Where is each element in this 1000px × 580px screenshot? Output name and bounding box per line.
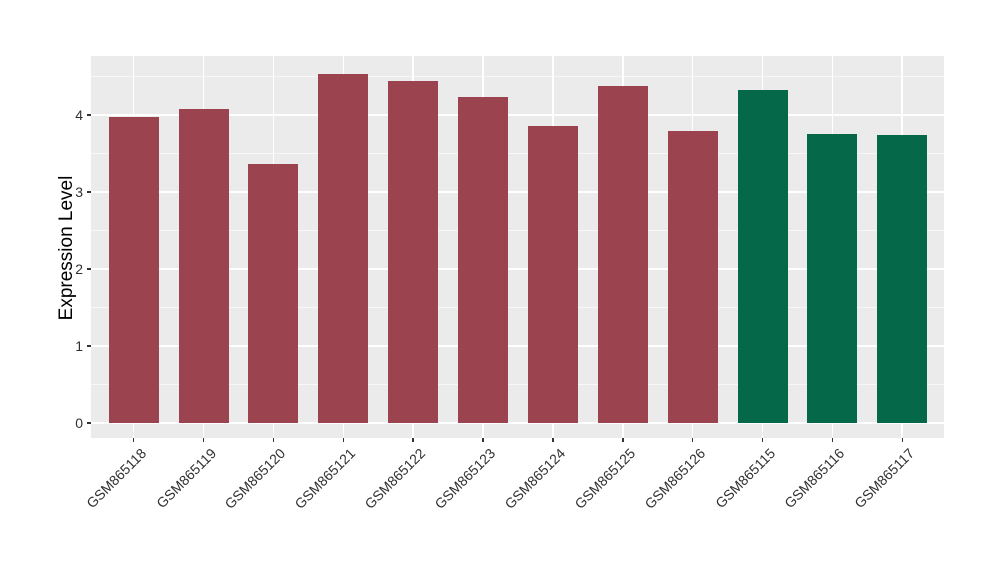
y-tick-label: 4: [75, 107, 83, 124]
x-tick-mark: [132, 438, 135, 442]
bar-GSM865116: [807, 133, 858, 423]
x-tick-label-GSM865124: GSM865124: [501, 445, 569, 512]
x-tick-label-GSM865115: GSM865115: [711, 445, 778, 512]
bar-GSM865122: [388, 80, 439, 423]
x-tick-mark: [761, 438, 764, 442]
x-tick-mark: [272, 438, 275, 442]
x-tick-mark: [202, 438, 205, 442]
y-tick-mark: [87, 114, 91, 116]
gridline-major-y: [91, 114, 944, 117]
gridline-minor-y: [91, 384, 944, 386]
y-tick-mark: [87, 422, 91, 424]
x-tick-mark: [901, 438, 904, 442]
gridline-major-y: [91, 345, 944, 347]
x-tick-label-GSM865116: GSM865116: [781, 445, 848, 512]
gridline-minor-y: [91, 153, 944, 155]
y-tick-mark: [87, 191, 91, 193]
bar-GSM865125: [597, 86, 648, 423]
gridline-minor-y: [91, 76, 944, 78]
gridline-major-y: [91, 422, 944, 424]
bar-GSM865117: [877, 135, 928, 423]
bar-GSM865124: [527, 126, 578, 423]
bar-GSM865123: [458, 96, 509, 423]
y-tick-label: 3: [75, 184, 83, 201]
x-tick-label-GSM865120: GSM865120: [221, 445, 289, 512]
x-tick-label-GSM865118: GSM865118: [82, 445, 150, 512]
x-tick-mark: [342, 438, 345, 442]
bar-GSM865118: [108, 116, 159, 423]
x-tick-label-GSM865119: GSM865119: [152, 445, 219, 512]
x-tick-label-GSM865126: GSM865126: [641, 445, 708, 512]
x-tick-label-GSM865122: GSM865122: [361, 445, 429, 512]
x-tick-mark: [482, 438, 484, 442]
x-tick-label-GSM865123: GSM865123: [431, 445, 499, 512]
bar-GSM865115: [737, 89, 788, 423]
gridline-minor-y: [91, 230, 944, 232]
bar-GSM865120: [248, 164, 299, 423]
plot-panel: [91, 56, 944, 438]
bar-GSM865121: [318, 74, 369, 423]
gridline-major-y: [91, 268, 944, 270]
x-tick-label-GSM865117: GSM865117: [851, 445, 918, 512]
x-tick-mark: [412, 438, 414, 442]
y-tick-label: 2: [75, 261, 83, 278]
gridline-major-y: [91, 191, 944, 193]
bar-GSM865126: [667, 130, 718, 423]
bar-GSM865119: [178, 109, 229, 423]
x-tick-label-GSM865125: GSM865125: [571, 445, 639, 512]
y-tick-label: 0: [75, 415, 83, 431]
y-tick-mark: [87, 345, 91, 347]
y-tick-label: 1: [75, 338, 83, 355]
gridline-minor-y: [91, 307, 944, 309]
x-tick-mark: [552, 438, 554, 442]
x-tick-mark: [622, 438, 624, 442]
x-tick-mark: [831, 438, 834, 442]
y-tick-mark: [87, 268, 91, 270]
x-tick-mark: [691, 438, 694, 442]
x-tick-label-GSM865121: GSM865121: [291, 445, 359, 512]
